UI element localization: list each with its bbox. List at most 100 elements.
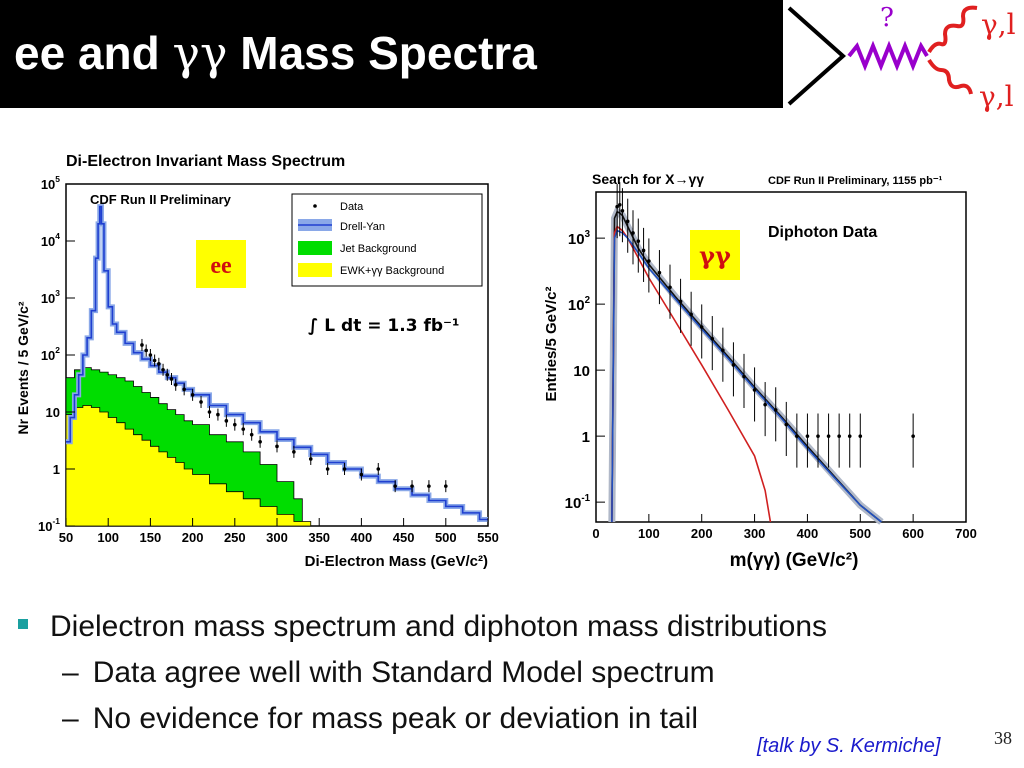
data-point [152,358,157,363]
data-point [625,219,630,224]
data-point [173,383,178,387]
title-bar: ee and γγ Mass Spectra [0,0,783,108]
data-point [140,343,144,347]
data-point [773,408,778,412]
data-point [710,336,715,341]
x-tick-label: 200 [182,530,204,545]
x-tick-label: 200 [691,526,713,541]
data-point [858,434,863,438]
chart-subtitle: CDF Run II Preliminary [90,192,232,207]
data-point [731,363,736,367]
bullet-sub-2: – No evidence for mass peak or deviation … [62,702,699,735]
data-point [641,248,646,253]
data-point [763,402,767,407]
y-tick-label: 103 [41,288,60,306]
data-point [410,484,414,488]
data-point [190,393,195,397]
legend: Data Drell-Yan Jet Background EWK+γγ Backgr… [291,193,483,287]
x-tick-label: 450 [393,530,415,545]
legend-swatch-data [313,204,317,208]
data-point [233,422,237,427]
feynman-diagram: ? γ,l γ,l [787,3,1016,112]
y-axis-label: Entries/5 GeV/c² [543,286,560,401]
legend-label: Data [340,201,364,213]
x-tick-label: 100 [97,530,119,545]
credit-text: [talk by S. Kermiche] [757,735,941,757]
y-tick-label: 10-1 [565,493,591,512]
slide-title: ee and γγ Mass Spectra [14,26,537,80]
series-ewk-background [65,405,312,527]
data-point [199,400,203,404]
question-mark: ? [880,3,894,33]
y-tick-label: 102 [568,295,591,314]
legend-swatch-ewk [298,263,332,277]
plot-frame [595,191,967,523]
y-tick-label: 104 [41,231,60,249]
bullet-sub-1: – Data agree well with Standard Model spe… [62,656,715,689]
data-point [224,419,229,423]
data-point [393,484,397,488]
incoming-lines [787,6,847,106]
data-point [169,377,174,381]
data-point [249,432,254,437]
legend-label: EWK+γγ Background [340,265,444,277]
data-point [144,348,148,353]
x-tick-label: 150 [140,530,162,545]
tag-box [196,240,246,288]
tag-box [690,230,740,280]
data-point [721,348,725,353]
y-tick-label: 10 [573,363,590,380]
data-point [742,374,746,379]
data-point [615,204,619,209]
y-tick-label: 10-1 [38,516,60,534]
data-point [636,239,641,243]
y-axis-label: Nr Events / 5 GeV/c² [15,301,31,434]
data-point [258,440,262,444]
data-point [631,231,635,235]
x-tick-label: 300 [266,530,288,545]
chart-title: Di-Electron Invariant Mass Spectrum [66,153,345,170]
x-tick-label: 350 [308,530,330,545]
data-point [308,457,313,461]
y-tick-label: 102 [41,345,60,363]
data-point [752,388,757,392]
bullet-square-icon [18,619,28,630]
data-point [161,367,165,372]
data-point [668,285,672,290]
data-point [784,422,789,427]
x-axis-label: m(γγ) (GeV/c²) [730,550,859,571]
data-point [620,208,625,213]
data-point [207,410,212,414]
data-point [795,434,799,438]
x-tick-label: 400 [351,530,373,545]
legend-label: Drell-Yan [340,221,385,233]
mediator-zigzag [847,40,929,72]
photon-wave-bottom [927,58,973,95]
data-point [241,427,246,431]
y-tick-label: 1 [53,462,60,477]
y-tick-label: 1 [582,429,590,446]
data-point [292,450,296,454]
data-point [837,434,841,438]
dielectron-chart: 50 100 150 200 250 300 350 400 450 500 550 10-1 1 10 1… [15,153,499,570]
legend-label: Jet Background [340,243,416,255]
data-point [444,484,448,488]
data-point [805,434,810,438]
data-point [657,270,662,275]
y-tick-label: 103 [568,229,591,248]
x-tick-label: 500 [849,526,871,541]
label-bottom: γ,l [979,80,1014,112]
tag-label: γγ [699,241,731,270]
photon-wave-top [927,5,978,54]
x-tick-label: 250 [224,530,246,545]
tag-label: ee [210,253,232,279]
data-point [689,312,693,317]
data-point [816,434,820,438]
label-top: γ,l [981,8,1016,41]
legend-swatch-jet [298,241,332,255]
x-tick-label: 0 [592,526,599,541]
x-axis-label: Di-Electron Mass (GeV/c²) [305,553,488,570]
data-point [325,467,330,471]
x-tick-label: 100 [638,526,660,541]
x-tick-label: 550 [477,530,499,545]
